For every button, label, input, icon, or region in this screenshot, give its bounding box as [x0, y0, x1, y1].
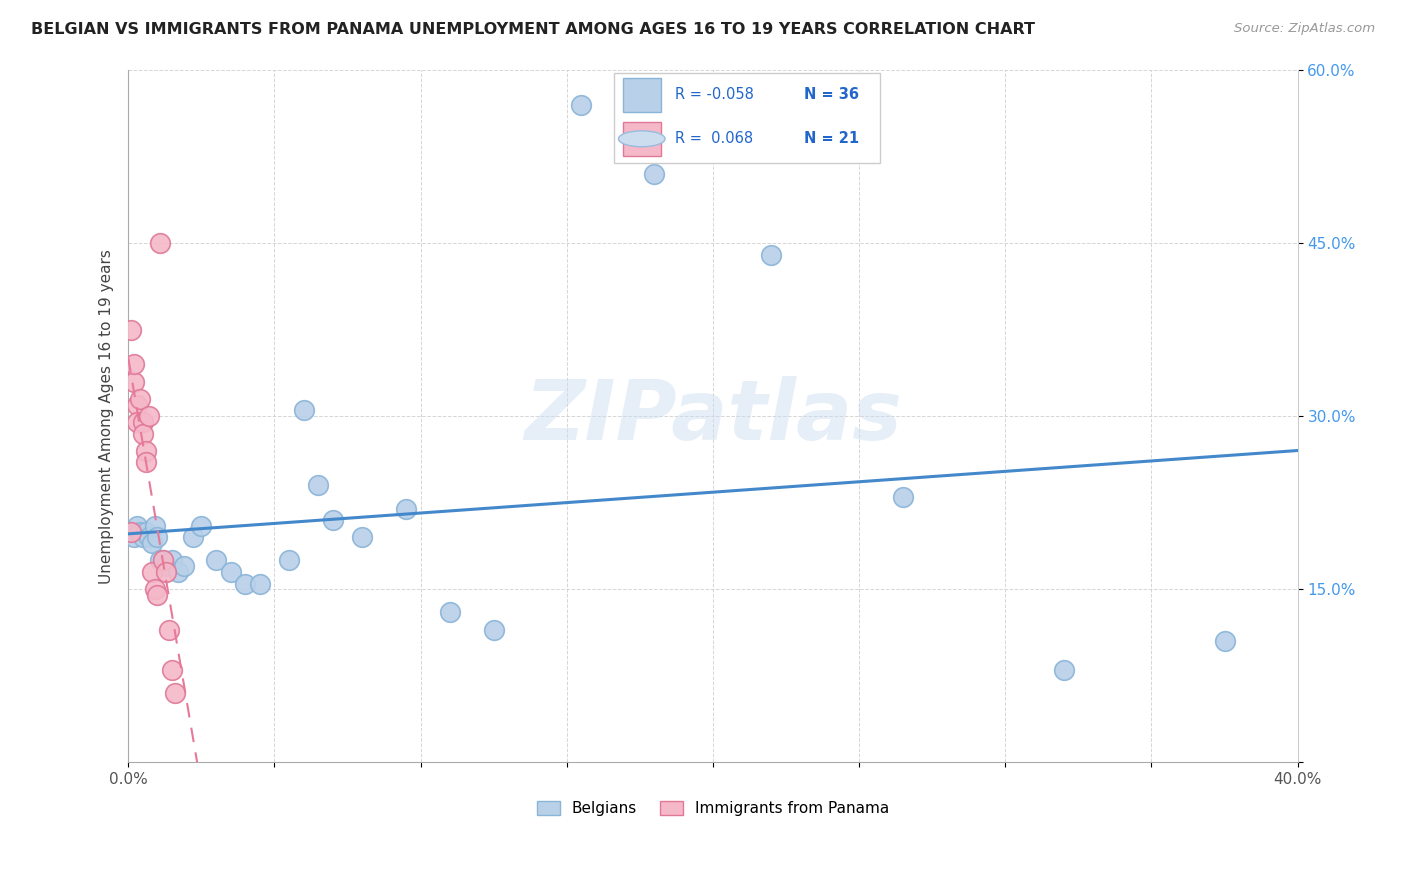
Point [181, 530, 204, 544]
Point [146, 530, 169, 544]
Bar [623, 78, 661, 112]
Point [132, 426, 155, 441]
Point [122, 375, 145, 389]
Point [152, 553, 174, 567]
Point [278, 553, 301, 567]
Legend: Belgians, Immigrants from Panama: Belgians, Immigrants from Panama [529, 794, 897, 824]
Point [155, 559, 177, 574]
Point [307, 478, 329, 492]
Point [219, 565, 242, 579]
Point [149, 553, 172, 567]
Point [132, 530, 155, 544]
Bar [623, 122, 661, 156]
Point [173, 559, 195, 574]
Point [120, 524, 142, 539]
Text: R = -0.058: R = -0.058 [675, 87, 754, 103]
Point [1053, 663, 1076, 677]
Point [143, 582, 166, 597]
Point [152, 553, 174, 567]
Point [141, 565, 163, 579]
Point [122, 530, 145, 544]
Text: R =  0.068: R = 0.068 [675, 131, 752, 146]
Text: ZIPatlas: ZIPatlas [524, 376, 901, 457]
Text: N = 21: N = 21 [804, 131, 859, 146]
Point [439, 606, 461, 620]
Point [149, 236, 172, 251]
Point [643, 167, 665, 181]
Text: BELGIAN VS IMMIGRANTS FROM PANAMA UNEMPLOYMENT AMONG AGES 16 TO 19 YEARS CORRELA: BELGIAN VS IMMIGRANTS FROM PANAMA UNEMPL… [31, 22, 1035, 37]
Point [160, 553, 183, 567]
Point [163, 686, 186, 700]
Point [129, 524, 152, 539]
Point [155, 565, 177, 579]
Point [891, 490, 914, 504]
Point [138, 530, 160, 544]
Point [143, 519, 166, 533]
Point [322, 513, 344, 527]
Text: Source: ZipAtlas.com: Source: ZipAtlas.com [1234, 22, 1375, 36]
Point [482, 623, 505, 637]
Y-axis label: Unemployment Among Ages 16 to 19 years: Unemployment Among Ages 16 to 19 years [100, 249, 114, 583]
Point [292, 403, 315, 417]
Point [160, 663, 183, 677]
Text: N = 36: N = 36 [804, 87, 859, 103]
Point [135, 443, 157, 458]
Point [120, 323, 142, 337]
Point [761, 248, 783, 262]
Point [146, 588, 169, 602]
Point [135, 455, 157, 469]
Point [132, 415, 155, 429]
Point [120, 524, 142, 539]
FancyBboxPatch shape [614, 73, 880, 163]
Point [352, 530, 374, 544]
Point [190, 519, 212, 533]
Point [205, 553, 228, 567]
Point [135, 524, 157, 539]
Point [125, 519, 148, 533]
Point [1213, 634, 1236, 648]
Circle shape [619, 131, 665, 147]
Point [125, 398, 148, 412]
Point [249, 576, 271, 591]
Point [571, 97, 593, 112]
Point [141, 536, 163, 550]
Point [122, 357, 145, 371]
Point [138, 409, 160, 424]
Point [395, 501, 418, 516]
Point [233, 576, 256, 591]
Point [167, 565, 190, 579]
Point [129, 392, 152, 406]
Point [125, 415, 148, 429]
Point [157, 623, 180, 637]
